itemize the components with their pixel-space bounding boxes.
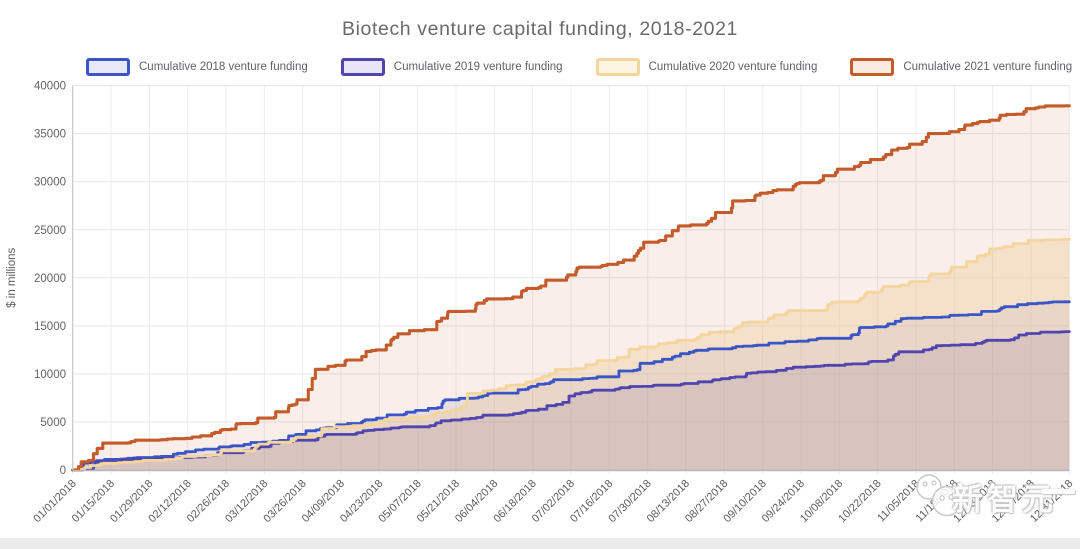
svg-text:10000: 10000 <box>34 369 66 381</box>
legend-swatch-2021 <box>850 58 895 76</box>
axes <box>72 85 1070 472</box>
svg-text:40000: 40000 <box>34 81 66 93</box>
legend-item-2018[interactable]: Cumulative 2018 venture funding <box>86 58 308 76</box>
series-2020-area <box>72 239 1070 470</box>
y-axis-labels: 0 5000 10000 15000 20000 25000 30000 35000 40000 <box>34 81 66 477</box>
series-2021-line <box>71 104 1071 472</box>
series-2019-area <box>72 331 1070 470</box>
svg-text:30000: 30000 <box>34 177 66 189</box>
chart-legend: Cumulative 2018 venture funding Cumulativ… <box>86 58 1072 76</box>
svg-text:0: 0 <box>60 465 66 477</box>
svg-text:15000: 15000 <box>34 321 66 333</box>
series-2020-line <box>71 238 1071 472</box>
series-2018-area <box>72 301 1070 470</box>
y-axis-title: $ in millions <box>6 248 18 308</box>
legend-swatch-2018 <box>86 58 130 76</box>
series-areas <box>72 105 1070 471</box>
svg-text:20000: 20000 <box>34 273 66 285</box>
svg-text:5000: 5000 <box>40 417 66 429</box>
legend-label-2019: Cumulative 2019 venture funding <box>393 61 563 73</box>
legend-label-2018: Cumulative 2018 venture funding <box>139 61 308 73</box>
legend-label-2021: Cumulative 2021 venture funding <box>903 61 1073 73</box>
x-axis-labels: 01/01/201801/15/201801/29/201802/12/2018… <box>31 478 1075 525</box>
series-lines <box>71 104 1071 472</box>
svg-text:25000: 25000 <box>34 225 66 237</box>
gridlines <box>72 85 1070 474</box>
legend-item-2019[interactable]: Cumulative 2019 venture funding <box>340 58 563 76</box>
legend-swatch-2019 <box>340 58 385 76</box>
legend-item-2021[interactable]: Cumulative 2021 venture funding <box>850 58 1072 76</box>
svg-text:35000: 35000 <box>34 129 66 141</box>
page-bottom-strip <box>0 538 1080 549</box>
legend-label-2020: Cumulative 2020 venture funding <box>648 61 818 73</box>
legend-item-2020[interactable]: Cumulative 2020 venture funding <box>595 58 818 76</box>
series-2018-line <box>71 300 1071 472</box>
chart-title: Biotech venture capital funding, 2018-20… <box>342 18 738 40</box>
legend-swatch-2020 <box>595 58 640 76</box>
series-2021-area <box>72 105 1070 471</box>
